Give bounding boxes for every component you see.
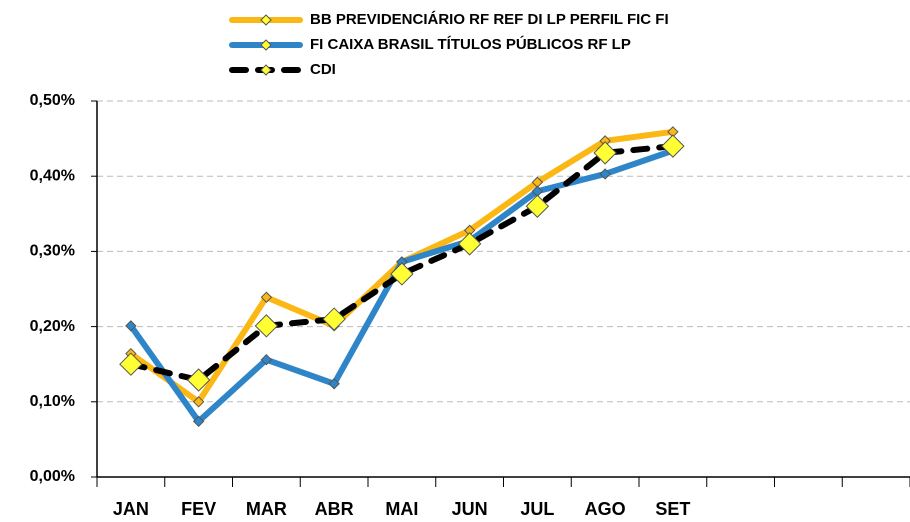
data-marker [525, 194, 550, 218]
legend-marker [260, 64, 272, 76]
data-marker [322, 307, 346, 331]
data-marker [260, 291, 273, 303]
x-tick-label: JUN [452, 499, 488, 519]
data-marker [661, 134, 685, 158]
legend-marker [260, 39, 272, 51]
y-tick-label: 0,10% [30, 393, 75, 410]
y-tick-label: 0,20% [30, 318, 75, 335]
data-marker [186, 368, 211, 392]
y-tick-label: 0,30% [30, 243, 75, 260]
x-tick-label: ABR [315, 499, 354, 519]
data-marker [125, 320, 137, 332]
x-tick-label: AGO [585, 499, 626, 519]
x-tick-label: MAR [246, 499, 287, 519]
x-tick-label: JAN [113, 499, 149, 519]
data-marker [260, 353, 273, 366]
legend-label: BB PREVIDENCIÁRIO RF REF DI LP PERFIL FI… [310, 11, 669, 28]
data-marker [593, 141, 617, 165]
y-tick-label: 0,00% [30, 468, 75, 485]
data-marker [599, 168, 611, 180]
legend-label: CDI [310, 61, 336, 78]
data-marker [192, 415, 205, 428]
data-marker [390, 262, 414, 286]
x-tick-label: MAI [385, 499, 418, 519]
legend-marker [260, 14, 272, 26]
data-marker [457, 232, 482, 256]
data-marker [119, 352, 143, 376]
x-tick-label: FEV [181, 499, 216, 519]
legend-label: FI CAIXA BRASIL TÍTULOS PÚBLICOS RF LP [310, 35, 631, 53]
data-marker [328, 378, 340, 390]
data-marker [192, 396, 205, 408]
y-tick-label: 0,50% [30, 92, 75, 109]
y-tick-label: 0,40% [30, 167, 75, 184]
data-marker [254, 314, 279, 338]
x-tick-label: JUL [520, 499, 554, 519]
x-tick-label: SET [655, 499, 690, 519]
